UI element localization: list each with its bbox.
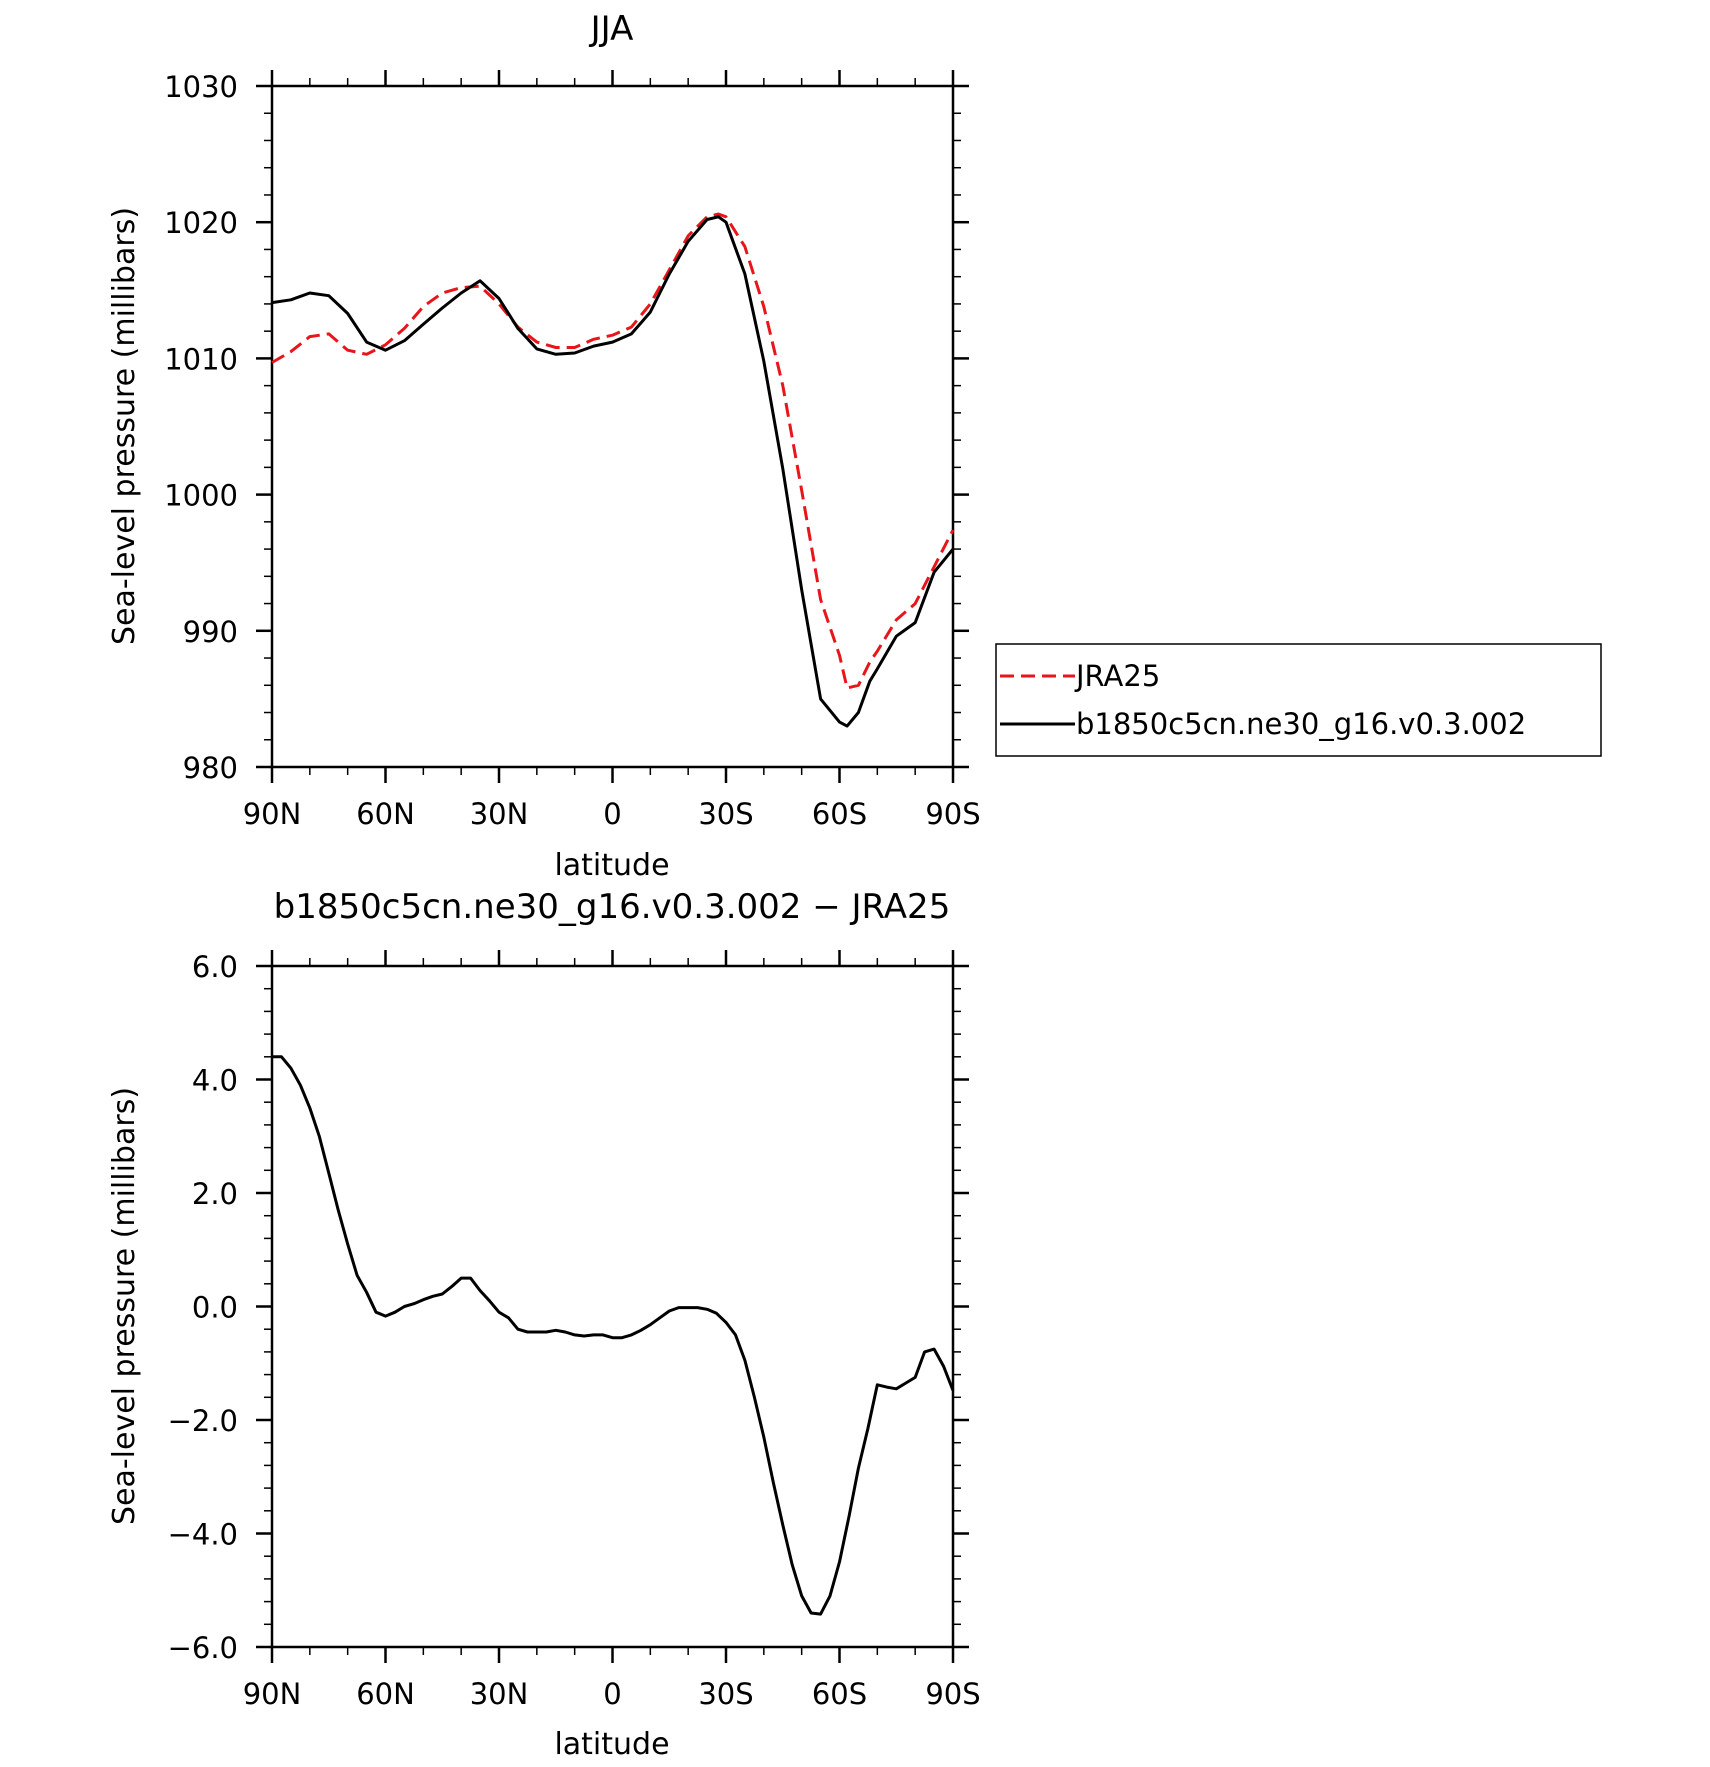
top-panel: JJA 980 990 1000 1010 1020 1030 90N 60N 30N 0 30S… [107,9,981,883]
bottom-panel: b1850c5cn.ne30_g16.v0.3.002 − JRA25 −6.0… [107,887,981,1762]
legend-label-model: b1850c5cn.ne30_g16.v0.3.002 [1076,707,1526,741]
y-tick-label: −6.0 [168,1631,238,1665]
y-tick-label: 0.0 [192,1291,238,1325]
x-tick-label: 0 [603,1677,621,1711]
y-tick-label: 1010 [164,342,238,376]
x-tick-label: 90N [243,1677,302,1711]
x-tick-label: 60S [812,1677,867,1711]
y-tick-label: 990 [183,615,238,649]
top-tick-marks [256,70,969,783]
y-tick-label: 6.0 [192,950,238,984]
bottom-y-tick-labels: −6.0 −4.0 −2.0 0.0 2.0 4.0 6.0 [168,950,238,1665]
x-tick-label: 60S [812,797,867,831]
top-x-axis-label: latitude [554,848,669,883]
bottom-series-lines [272,1055,955,1616]
y-tick-label: 1000 [164,479,238,513]
top-chart-title: JJA [589,9,634,49]
top-plot-frame [270,84,955,769]
bottom-x-tick-labels: 90N 60N 30N 0 30S 60S 90S [243,1677,981,1711]
x-tick-label: 90S [925,1677,980,1711]
y-tick-label: 4.0 [192,1064,238,1098]
bottom-chart-title: b1850c5cn.ne30_g16.v0.3.002 − JRA25 [274,887,951,927]
y-tick-label: 1030 [164,70,238,104]
legend-box [995,643,1602,757]
x-tick-label: 30N [470,797,529,831]
series-line-b1850c5cn-ne30-g16-v0-3-002 [271,215,955,728]
bottom-y-axis-label: Sea-level pressure (millibars) [107,1087,142,1525]
y-tick-label: 2.0 [192,1177,238,1211]
x-tick-label: 30S [698,797,753,831]
top-series-lines [271,212,955,728]
y-tick-label: −2.0 [168,1404,238,1438]
legend: JRA25 b1850c5cn.ne30_g16.v0.3.002 [995,643,1602,757]
bottom-tick-marks [256,950,969,1663]
x-tick-label: 0 [603,797,621,831]
series-line-difference [272,1055,955,1616]
y-tick-label: 1020 [164,206,238,240]
x-tick-label: 60N [356,1677,415,1711]
x-tick-label: 30N [470,1677,529,1711]
legend-label-jra25: JRA25 [1074,659,1160,693]
bottom-x-axis-label: latitude [554,1727,669,1762]
x-tick-label: 30S [698,1677,753,1711]
x-tick-label: 90N [243,797,302,831]
x-tick-label: 60N [356,797,415,831]
x-tick-label: 90S [925,797,980,831]
y-tick-label: −4.0 [168,1518,238,1552]
top-y-tick-labels: 980 990 1000 1010 1020 1030 [164,70,238,785]
top-y-axis-label: Sea-level pressure (millibars) [107,207,142,645]
series-line-jra25 [271,212,955,690]
top-x-tick-labels: 90N 60N 30N 0 30S 60S 90S [243,797,981,831]
y-tick-label: 980 [183,751,238,785]
